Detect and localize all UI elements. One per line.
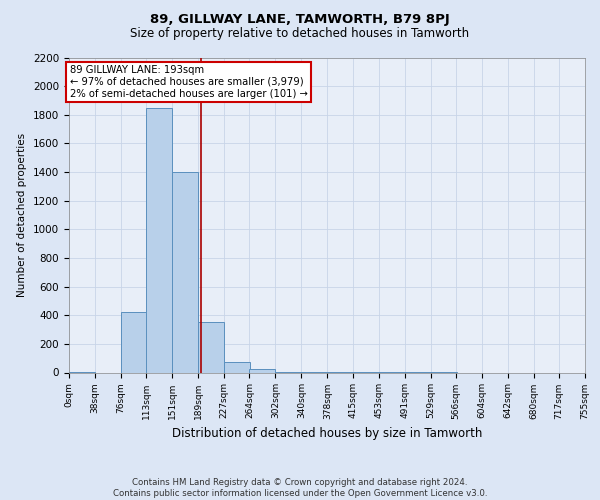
Text: Size of property relative to detached houses in Tamworth: Size of property relative to detached ho… [130, 28, 470, 40]
Bar [172, 172, 198, 372]
Bar [224, 362, 250, 372]
Bar [121, 312, 147, 372]
Bar [198, 322, 224, 372]
Text: Contains HM Land Registry data © Crown copyright and database right 2024.
Contai: Contains HM Land Registry data © Crown c… [113, 478, 487, 498]
Bar [250, 369, 275, 372]
Text: 89 GILLWAY LANE: 193sqm
← 97% of detached houses are smaller (3,979)
2% of semi-: 89 GILLWAY LANE: 193sqm ← 97% of detache… [70, 66, 308, 98]
X-axis label: Distribution of detached houses by size in Tamworth: Distribution of detached houses by size … [172, 427, 482, 440]
Text: 89, GILLWAY LANE, TAMWORTH, B79 8PJ: 89, GILLWAY LANE, TAMWORTH, B79 8PJ [150, 12, 450, 26]
Bar [146, 108, 172, 372]
Y-axis label: Number of detached properties: Number of detached properties [17, 133, 28, 297]
